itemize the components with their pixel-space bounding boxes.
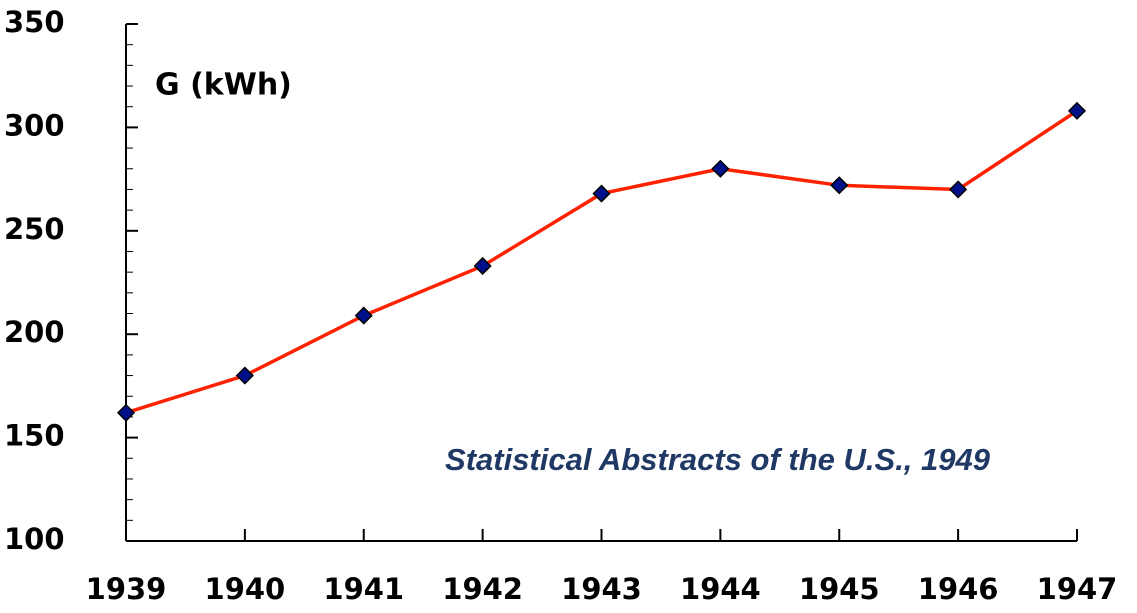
marker [711, 159, 730, 178]
x-tick-label: 1940 [205, 572, 286, 606]
x-tick-label: 1941 [323, 572, 404, 606]
marker [235, 366, 254, 385]
x-tick-label: 1946 [918, 572, 999, 606]
x-tick-label: 1943 [561, 572, 642, 606]
y-tick-label: 150 [4, 419, 65, 453]
marker [830, 176, 849, 195]
unit-annotation: G (kWh) [155, 68, 292, 103]
marker [1067, 101, 1087, 120]
y-tick-label: 100 [4, 522, 65, 556]
marker [592, 184, 611, 203]
y-tick-label: 200 [4, 315, 65, 349]
x-tick-label: 1945 [799, 572, 880, 606]
x-tick-label: 1942 [442, 572, 523, 606]
y-tick-label: 300 [4, 108, 65, 142]
marker [949, 180, 968, 199]
marker [116, 403, 136, 422]
y-tick-label: 350 [4, 5, 65, 39]
x-tick-label: 1947 [1037, 572, 1118, 606]
x-tick-label: 1944 [680, 572, 761, 606]
marker [473, 256, 492, 276]
source-annotation: Statistical Abstracts of the U.S., 1949 [445, 442, 991, 477]
y-tick-label: 250 [4, 212, 65, 246]
series-line [125, 109, 1078, 415]
marker [354, 306, 373, 325]
x-tick-label: 1939 [86, 572, 167, 606]
